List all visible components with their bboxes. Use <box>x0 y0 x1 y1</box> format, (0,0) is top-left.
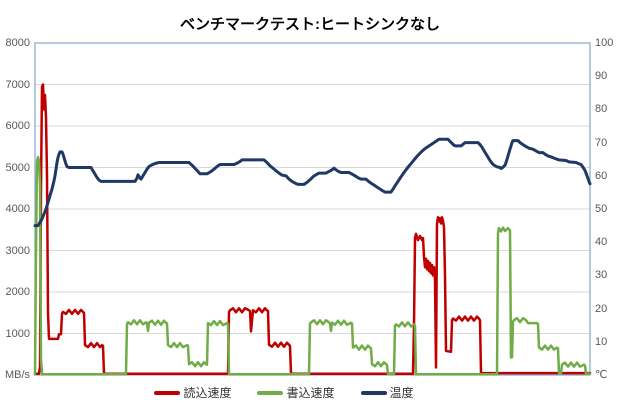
legend-label-write-speed: 書込速度 <box>286 386 335 400</box>
legend-label-read-speed: 読込速度 <box>183 386 232 400</box>
y-left-tick-6: 2000 <box>5 286 30 298</box>
legend-swatch-temperature <box>360 390 387 395</box>
y-left-tick-0: 8000 <box>5 37 30 49</box>
y-left-tick-3: 5000 <box>5 161 30 174</box>
y-right-tick-7: 30 <box>595 269 608 282</box>
y-left-tick-1: 7000 <box>5 78 30 91</box>
legend-label-temperature: 温度 <box>389 386 414 400</box>
y-right-tick-1: 90 <box>595 70 608 83</box>
series-line-write-speed <box>33 155 592 376</box>
y-right-tick-10: ℃ <box>595 369 608 381</box>
legend-swatch-read-speed <box>154 390 181 395</box>
y-right-tick-4: 60 <box>595 169 608 182</box>
y-left-tick-7: 1000 <box>5 327 30 340</box>
series-line-read-speed <box>33 83 592 376</box>
legend-item-temperature: 温度 <box>360 384 414 401</box>
y-left-tick-2: 6000 <box>5 120 30 132</box>
y-right-tick-2: 80 <box>595 103 608 116</box>
series-line-temperature <box>33 137 592 228</box>
y-right-tick-0: 100 <box>595 37 614 49</box>
legend-item-read-speed: 読込速度 <box>154 384 231 401</box>
y-left-tick-8: MB/s <box>4 369 30 381</box>
chart-title: ベンチマークテスト:ヒートシンクなし <box>180 16 440 33</box>
y-left-tick-4: 4000 <box>5 203 30 215</box>
y-right-tick-5: 50 <box>595 203 608 215</box>
y-right-tick-6: 40 <box>595 236 608 249</box>
legend-swatch-write-speed <box>257 390 284 395</box>
y-right-tick-9: 10 <box>595 335 608 348</box>
chart-legend: 読込速度 書込速度 温度 <box>0 384 594 401</box>
y-left-tick-5: 3000 <box>5 244 30 257</box>
legend-item-write-speed: 書込速度 <box>257 384 335 401</box>
y-right-tick-8: 20 <box>595 302 608 315</box>
y-right-tick-3: 70 <box>595 136 608 149</box>
